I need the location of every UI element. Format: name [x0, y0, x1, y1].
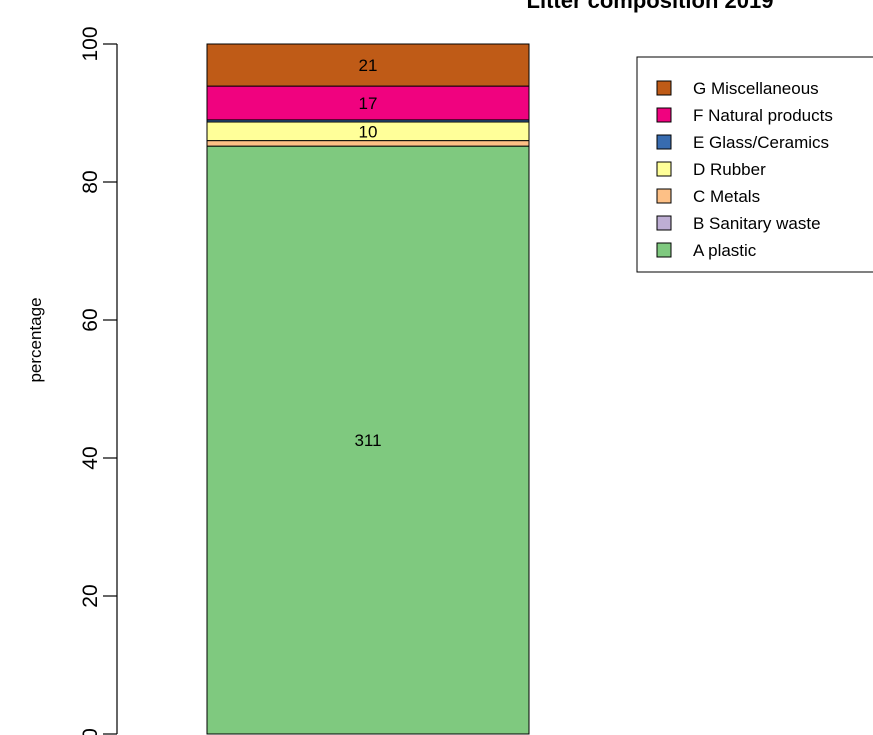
- bar-label-a-plastic: 311: [354, 431, 381, 450]
- legend-label-c-metals: C Metals: [693, 187, 760, 206]
- y-axis: 0 20 40 60 80 100: [79, 26, 118, 735]
- y-tick-label-60: 60: [79, 308, 102, 331]
- legend-swatch-f-natural-products: [656, 107, 672, 123]
- legend-swatch-d-rubber: [656, 161, 672, 177]
- bar-segment-g-miscellaneous: [206, 43, 530, 87]
- y-axis-title: percentage: [26, 297, 45, 382]
- legend: G Miscellaneous F Natural products E Glass…: [636, 56, 873, 273]
- bar-stack: [206, 43, 530, 735]
- legend-swatch-c-metals: [656, 188, 672, 204]
- y-tick-label-80: 80: [79, 170, 102, 193]
- y-tick-label-40: 40: [79, 446, 102, 469]
- y-tick-label-100: 100: [79, 26, 102, 61]
- legend-swatch-g-miscellaneous: [656, 80, 672, 96]
- legend-swatch-e-glass-ceramics: [656, 134, 672, 150]
- y-tick-label-0: 0: [79, 728, 102, 735]
- y-tick-label-20: 20: [79, 584, 102, 607]
- legend-box: [636, 56, 873, 273]
- bar-segment-a-plastic: [206, 145, 530, 735]
- bar-label-g-miscellaneous: 21: [359, 56, 378, 75]
- legend-label-g-miscellaneous: G Miscellaneous: [693, 79, 819, 98]
- chart-title: Litter composition 2019: [527, 0, 774, 13]
- legend-swatch-b-sanitary-waste: [656, 215, 672, 231]
- legend-label-d-rubber: D Rubber: [693, 160, 766, 179]
- legend-label-a-plastic: A plastic: [693, 241, 757, 260]
- bar-segment-c-metals: [206, 140, 530, 147]
- bar-labels: 311 10 17 21: [354, 56, 381, 450]
- legend-label-f-natural-products: F Natural products: [693, 106, 833, 125]
- legend-swatch-a-plastic: [656, 242, 672, 258]
- bar-label-d-rubber: 10: [359, 122, 378, 141]
- legend-label-b-sanitary-waste: B Sanitary waste: [693, 214, 821, 233]
- legend-label-e-glass-ceramics: E Glass/Ceramics: [693, 133, 829, 152]
- bar-segment-f-natural-products: [206, 85, 530, 121]
- bar-label-f-natural-products: 17: [359, 94, 378, 113]
